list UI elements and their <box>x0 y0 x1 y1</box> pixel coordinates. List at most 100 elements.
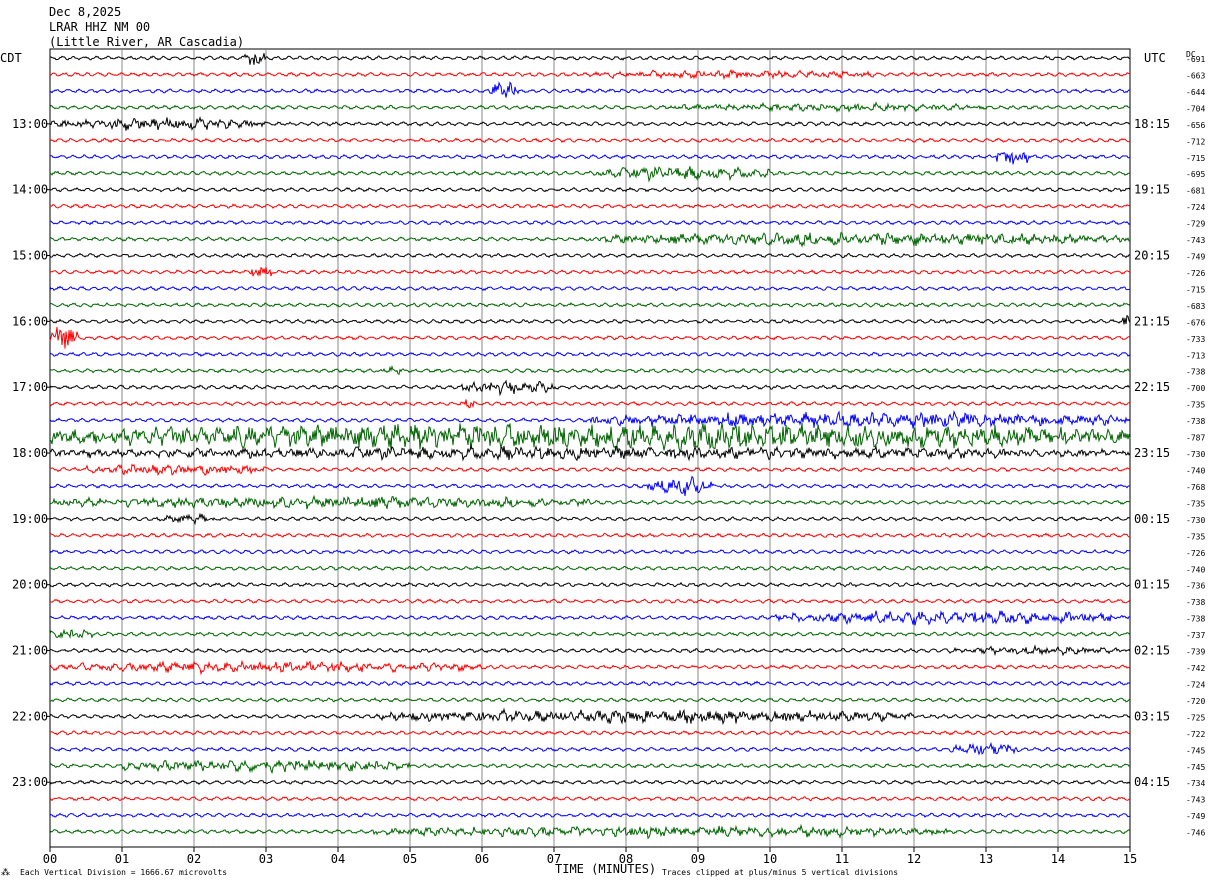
dc-offset-label: -740 <box>1186 467 1205 476</box>
left-hour-label: 16:00 <box>12 314 48 328</box>
x-tick-label: 13 <box>979 852 993 866</box>
dc-offset-label: -735 <box>1186 532 1205 541</box>
trace-row <box>49 598 1131 605</box>
dc-offset-label: -715 <box>1186 154 1205 163</box>
x-tick-label: 12 <box>907 852 921 866</box>
plot-station: LRAR HHZ NM 00 <box>49 20 151 34</box>
dc-offset-label: -730 <box>1186 516 1205 525</box>
right-hour-label: 00:15 <box>1134 512 1170 526</box>
trace-row <box>49 409 1131 430</box>
dc-offset-label: -740 <box>1186 565 1205 574</box>
right-hour-label: 19:15 <box>1134 183 1170 197</box>
x-tick-label: 01 <box>115 852 129 866</box>
dc-offset-label: -683 <box>1186 302 1205 311</box>
right-hour-label: 20:15 <box>1134 249 1170 263</box>
left-hour-label: 14:00 <box>12 183 48 197</box>
x-axis-title: TIME (MINUTES) <box>555 862 657 876</box>
right-hour-label: 23:15 <box>1134 446 1170 460</box>
dc-offset-label: -739 <box>1186 648 1205 657</box>
dc-offset-label: -787 <box>1186 434 1205 443</box>
trace-row <box>49 379 1131 397</box>
trace-row <box>49 823 1131 840</box>
trace-row <box>49 729 1131 736</box>
x-tick-label: 15 <box>1123 852 1137 866</box>
left-hour-label: 17:00 <box>12 380 48 394</box>
dc-offset-label: -745 <box>1186 746 1205 755</box>
x-tick-label: 07 <box>547 852 561 866</box>
trace-row <box>49 475 1131 497</box>
trace-row <box>49 512 1131 526</box>
x-tick-label: 04 <box>331 852 345 866</box>
dc-offset-label: -676 <box>1186 318 1205 327</box>
trace-row <box>49 494 1131 510</box>
trace-row <box>49 463 1131 477</box>
dc-offset-label: -738 <box>1186 368 1205 377</box>
dc-offset-label: -715 <box>1186 285 1205 294</box>
left-hour-label: 15:00 <box>12 249 48 263</box>
x-tick-label: 08 <box>619 852 633 866</box>
trace-row <box>49 203 1131 209</box>
x-tick-label: 02 <box>187 852 201 866</box>
trace-row <box>49 302 1131 308</box>
left-hour-label: 13:00 <box>12 117 48 131</box>
left-hour-label: 23:00 <box>12 775 48 789</box>
right-hour-label: 02:15 <box>1134 644 1170 658</box>
dc-offset-label: -734 <box>1186 779 1205 788</box>
trace-row <box>49 101 1131 113</box>
trace-row <box>49 680 1131 687</box>
dc-offset-label: -724 <box>1186 680 1205 689</box>
dc-offset-label: -704 <box>1186 104 1205 113</box>
trace-row <box>49 581 1131 588</box>
dc-offset-label: -726 <box>1186 549 1205 558</box>
dc-offset-label: -736 <box>1186 582 1205 591</box>
trace-row <box>49 285 1131 292</box>
trace-row <box>49 399 1131 409</box>
trace-row <box>49 644 1131 657</box>
dc-offset-label: -735 <box>1186 401 1205 410</box>
dc-offset-label: -735 <box>1186 499 1205 508</box>
left-hour-label: 21:00 <box>12 644 48 658</box>
axis-labels: 00 01 02 03 04 05 06 07 08 09 10 11 12 13 14 15 13:00 18:… <box>12 55 1205 866</box>
left-hour-label: 19:00 <box>12 512 48 526</box>
x-tick-label: 06 <box>475 852 489 866</box>
dc-offset-label: -738 <box>1186 598 1205 607</box>
left-timezone-label: CDT <box>0 51 22 65</box>
trace-row <box>49 137 1130 144</box>
plot-grid <box>46 48 1131 852</box>
seismogram-traces <box>49 53 1131 840</box>
dc-offset-label: -726 <box>1186 269 1205 278</box>
trace-row <box>49 53 1131 65</box>
x-tick-label: 11 <box>835 852 849 866</box>
trace-row <box>49 565 1131 572</box>
trace-row <box>49 116 1131 131</box>
right-timezone-label: UTC <box>1144 51 1166 65</box>
trace-row <box>49 779 1131 786</box>
trace-row <box>49 759 1131 775</box>
dc-offset-label: -768 <box>1186 483 1205 492</box>
dc-offset-label: -713 <box>1186 351 1205 360</box>
trace-row <box>49 659 1131 676</box>
plot-location: (Little River, AR Cascadia) <box>49 35 245 49</box>
x-tick-label: 09 <box>691 852 705 866</box>
dc-offset-label: -729 <box>1186 220 1205 229</box>
dc-offset-label: -749 <box>1186 253 1205 262</box>
dc-offset-label: -742 <box>1186 664 1205 673</box>
dc-offset-label: -712 <box>1186 137 1205 146</box>
dc-offset-label: -743 <box>1186 236 1205 245</box>
dc-offset-label: -745 <box>1186 763 1205 772</box>
left-hour-label: 22:00 <box>12 709 48 723</box>
right-hour-label: 04:15 <box>1134 775 1170 789</box>
dc-offset-label: -738 <box>1186 615 1205 624</box>
x-tick-label: 05 <box>403 852 417 866</box>
trace-row <box>49 151 1131 165</box>
trace-row <box>49 219 1131 226</box>
trace-row <box>49 444 1131 462</box>
trace-row <box>49 351 1131 357</box>
dc-offset-label: -700 <box>1186 384 1205 393</box>
dc-offset-label: -663 <box>1186 71 1205 80</box>
trace-row <box>49 707 1131 726</box>
dc-offset-label: -746 <box>1186 829 1205 838</box>
trace-row <box>49 741 1131 756</box>
trace-row <box>49 252 1131 259</box>
